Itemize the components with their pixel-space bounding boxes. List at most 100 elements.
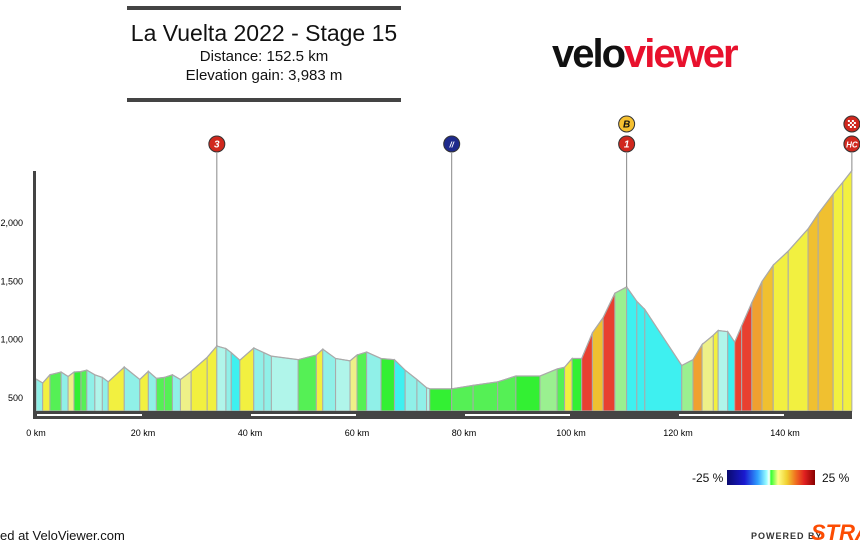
y-tick-label: 1,000 (0, 335, 23, 345)
profile-segment (741, 302, 753, 412)
profile-segment (429, 388, 453, 412)
profile-segment (751, 281, 763, 412)
profile-segment (60, 371, 69, 412)
title-rule-bottom (127, 98, 401, 102)
profile-segment (179, 370, 192, 412)
profile-segment (636, 300, 646, 412)
profile-segment (832, 180, 844, 412)
profile-segment (239, 346, 255, 412)
distance-bar (33, 411, 852, 419)
profile-segment (515, 375, 541, 412)
kom-icon (618, 135, 636, 153)
profile-segment (451, 384, 474, 412)
profile-segment (614, 286, 628, 412)
profile-segment (80, 369, 88, 412)
profile-segment (49, 371, 62, 412)
profile-segment (163, 374, 173, 412)
checkered-flag-cell (847, 120, 850, 122)
y-tick-label: 2,000 (0, 218, 23, 228)
profile-segment (101, 376, 109, 412)
profile-outline (35, 170, 853, 390)
profile-segment (404, 369, 418, 412)
x-tick-label: 20 km (131, 428, 156, 438)
profile-segment (270, 355, 299, 412)
powered-by-label: POWERED BY (751, 531, 823, 541)
profile-segment (315, 348, 324, 412)
profile-segment (356, 351, 368, 412)
x-tick-label: 40 km (238, 428, 263, 438)
profile-segment (335, 357, 351, 412)
profile-segment (787, 227, 809, 412)
profile-segment (225, 347, 232, 412)
profile-segment (717, 329, 729, 412)
profile-segment (712, 329, 719, 412)
profile-segment (626, 285, 638, 412)
x-tick-label: 60 km (345, 428, 370, 438)
sprint-icon (443, 135, 461, 153)
checkered-flag-cell (853, 122, 856, 124)
profile-segment (322, 348, 337, 412)
profile-segment (366, 351, 382, 412)
profile-segment (253, 347, 265, 412)
legend-min-label: -25 % (692, 471, 724, 485)
checkered-flag-cell (851, 120, 854, 122)
profile-segment (772, 249, 789, 412)
checkered-flag-cell (849, 126, 852, 128)
profile-segment (216, 345, 227, 412)
profile-segment (230, 351, 241, 412)
veloviewer-logo: veloviewer (552, 32, 739, 76)
credit-text: ed at VeloViewer.com (0, 528, 125, 543)
profile-segment (67, 371, 75, 412)
y-tick-label: 500 (8, 393, 23, 403)
distance-label: Distance: 152.5 km (199, 48, 329, 65)
title-rule-top (127, 6, 401, 10)
profile-segment (171, 373, 181, 412)
profile-segment (591, 316, 604, 412)
profile-segment (35, 378, 44, 412)
profile-segment (842, 169, 853, 412)
elevation-chart: 0 km 20 km 40 km 60 km 80 km 100 km 120 km 140 … (0, 115, 860, 438)
kom-icon (208, 135, 226, 153)
profile-segment (297, 354, 317, 412)
x-tick-label: 100 km (556, 428, 586, 438)
profile-segment (73, 371, 82, 412)
profile-segment (692, 342, 703, 412)
x-tick-label: 140 km (770, 428, 800, 438)
checkered-flag-cell (847, 124, 850, 126)
kom-label: 3 (214, 140, 220, 151)
profile-segment (761, 263, 774, 412)
checkered-flag-cell (849, 122, 852, 124)
profile-segment (155, 376, 165, 412)
profile-segment (42, 373, 51, 412)
profile-segment (602, 292, 616, 412)
profile-segment (393, 358, 406, 412)
profile-segment (807, 212, 819, 412)
y-axis (33, 171, 36, 413)
profile-segment (263, 351, 272, 412)
x-tick-label: 0 km (26, 428, 46, 438)
profile-segment (139, 370, 149, 412)
kom-label: HC (846, 141, 858, 150)
profile-segment (380, 357, 395, 412)
distance-scale-stripe (679, 414, 784, 416)
bonus-icon (618, 115, 636, 133)
profile-segment (472, 381, 499, 412)
gradient-legend-bar (727, 470, 815, 485)
profile-segment (571, 357, 583, 412)
distance-scale-stripe (465, 414, 570, 416)
x-tick-label: 120 km (663, 428, 693, 438)
profile-segment (556, 366, 566, 412)
profile-segment (349, 353, 358, 412)
y-tick-label: 1,500 (0, 276, 23, 286)
sprint-label: // (448, 141, 454, 150)
profile-segment (727, 329, 736, 412)
kom-label: 1 (624, 140, 630, 151)
profile-segment (701, 334, 714, 412)
elevation-gain-label: Elevation gain: 3,983 m (185, 67, 343, 84)
distance-scale-stripe (251, 414, 356, 416)
checkered-flag-cell (853, 126, 856, 128)
profile-segment (94, 374, 103, 412)
legend-max-label: 25 % (822, 471, 850, 485)
bonus-label: B (623, 120, 630, 131)
profile-segment (644, 307, 683, 412)
